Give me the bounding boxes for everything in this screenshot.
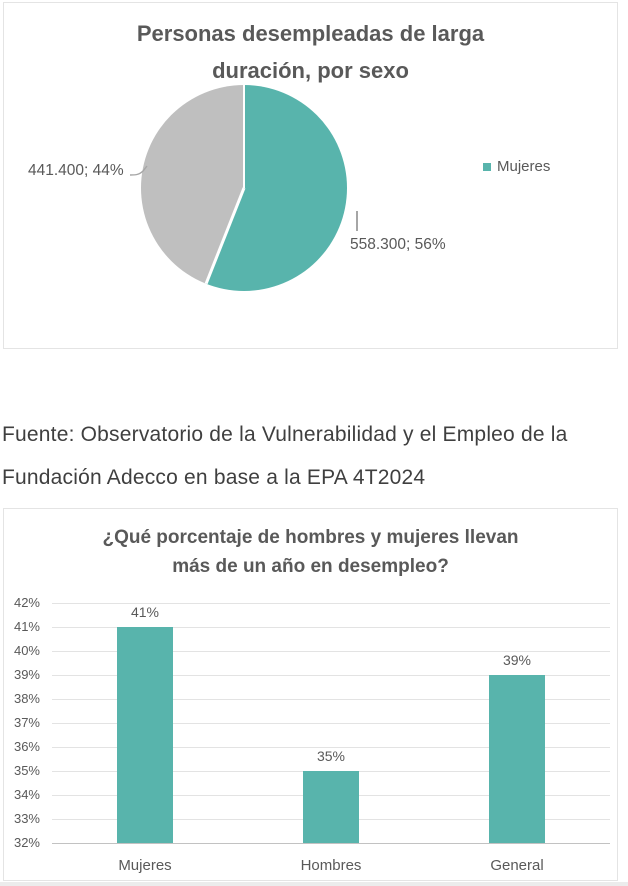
gridline: [52, 747, 610, 748]
pie-chart-title-line2: duración, por sexo: [212, 58, 409, 83]
bar-mujeres: [117, 627, 173, 843]
bar-chart-title: ¿Qué porcentaje de hombres y mujeres lle…: [4, 523, 617, 581]
gridline: [52, 627, 610, 628]
bar-general: [489, 675, 545, 843]
y-tick-label: 40%: [13, 643, 40, 658]
gridline: [52, 699, 610, 700]
category-label: General: [490, 857, 544, 874]
y-tick-label: 37%: [13, 715, 40, 730]
source-note-line1: Fuente: Observatorio de la Vulnerabilida…: [2, 423, 568, 446]
pie-slice-divider: [204, 187, 246, 285]
y-tick-label: 34%: [13, 787, 40, 802]
leader-line-left: [130, 165, 148, 176]
x-axis-line: [52, 843, 610, 844]
gridline: [52, 651, 610, 652]
y-tick-label: 38%: [13, 691, 40, 706]
y-tick-label: 33%: [13, 811, 40, 826]
pie-data-label-gray: 441.400; 44%: [28, 162, 124, 179]
leader-line-right: [356, 211, 358, 231]
gridline: [52, 603, 610, 604]
bar-value-label: 41%: [130, 604, 160, 620]
bar-value-label: 35%: [316, 748, 346, 764]
y-tick-label: 32%: [13, 835, 40, 850]
source-note: Fuente: Observatorio de la Vulnerabilida…: [2, 413, 626, 499]
category-label: Hombres: [300, 857, 362, 874]
category-label: Mujeres: [118, 857, 172, 874]
y-tick-label: 41%: [13, 619, 40, 634]
bar-chart-card: ¿Qué porcentaje de hombres y mujeres lle…: [3, 508, 618, 881]
y-tick-label: 35%: [13, 763, 40, 778]
bar-plot-area: 42% 41% 40% 39% 38% 37% 36% 35% 34% 33% 32% 41% Muje…: [4, 509, 617, 880]
pie-graphic: [141, 85, 347, 291]
bar-chart-title-line1: ¿Qué porcentaje de hombres y mujeres lle…: [102, 527, 519, 548]
page-bottom-strip: [0, 882, 628, 886]
bar-hombres: [303, 771, 359, 843]
bar-chart-title-line2: más de un año en desempleo?: [172, 556, 449, 577]
pie-legend: Mujeres: [483, 158, 550, 175]
pie-chart-title-line1: Personas desempleadas de larga: [136, 21, 485, 46]
gridline: [52, 723, 610, 724]
legend-label: Mujeres: [497, 158, 551, 175]
pie-chart-card: Personas desempleadas de larga duración,…: [3, 2, 618, 349]
pie-data-label-teal: 558.300; 56%: [350, 236, 446, 253]
y-tick-label: 36%: [13, 739, 40, 754]
y-tick-label: 42%: [13, 595, 40, 610]
bar-value-label: 39%: [502, 652, 532, 668]
y-tick-label: 39%: [13, 667, 40, 682]
pie-chart-title: Personas desempleadas de larga duración,…: [4, 15, 617, 89]
pie-slice-divider: [242, 85, 246, 188]
source-note-line2: Fundación Adecco en base a la EPA 4T2024: [2, 466, 426, 489]
legend-swatch: [483, 162, 491, 171]
gridline: [52, 675, 610, 676]
